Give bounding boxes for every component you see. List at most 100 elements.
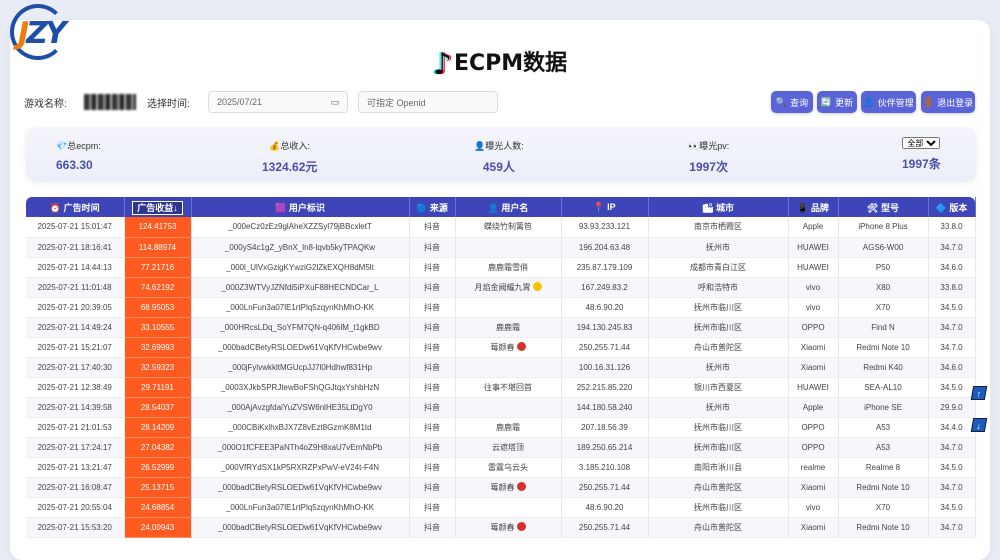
ad-revenue-value: 33.10555 xyxy=(140,322,175,332)
cell-ip: 194.130.245.83 xyxy=(561,317,649,338)
header-ad-time: ⏰ 广告时间 xyxy=(26,197,125,217)
openid-input[interactable]: 可指定 Openid xyxy=(358,91,498,113)
version-value: 34.5.0 xyxy=(940,382,963,392)
username-value: 云遮塔顶 xyxy=(492,442,524,452)
cell-ad-time: 2025-07-21 12:38:49 xyxy=(26,377,125,398)
city-value: 南京市栖霞区 xyxy=(694,222,742,232)
cell-brand: HUAWEI xyxy=(788,377,839,398)
cell-ad-revenue: 68.95053 xyxy=(124,297,192,318)
pv-value: 1997次 xyxy=(689,160,728,174)
logout-button[interactable]: 🚪 退出登录 xyxy=(921,91,975,113)
cell-username: 月焰金阙耀九霄 xyxy=(455,277,562,298)
calendar-icon[interactable]: ▭ xyxy=(330,96,339,107)
stat-income: 💰总收入: 1324.62元 xyxy=(262,139,317,175)
feedback-button-up[interactable]: ↑ xyxy=(970,386,988,400)
user-id-value: _000l_UlVxGzigKYwziG2lZkEXQH8dM5lt xyxy=(226,262,374,272)
cell-ip: 250.255.71.44 xyxy=(561,477,649,498)
cell-ip: 93.93.233.121 xyxy=(561,217,649,238)
query-button[interactable]: 🔍 查询 xyxy=(771,91,813,113)
strawberry-emoji-icon xyxy=(516,341,526,351)
header-label: 用户名 xyxy=(501,202,529,213)
feedback-button-down[interactable]: ↓ xyxy=(970,418,988,432)
cell-brand: vivo xyxy=(788,297,839,318)
source-value: 抖音 xyxy=(424,422,440,432)
cell-ip: 3.185.210.108 xyxy=(561,457,649,478)
ip-value: 250.255.71.44 xyxy=(578,482,631,492)
refresh-button[interactable]: 🔄 更新 xyxy=(817,91,857,113)
source-value: 抖音 xyxy=(424,462,440,472)
filter-select[interactable]: 全部 xyxy=(902,137,941,149)
cell-model: X70 xyxy=(838,297,929,318)
cell-version: 34.7.0 xyxy=(928,437,976,458)
user-id-value: _000O1fCFEE3PaNTh4oZ9H8xaU7vEmNbPb xyxy=(217,442,383,452)
income-label: 总收入: xyxy=(280,141,311,151)
cell-user-id: _000eCz0zEz9glAheXZZSyl79jBBcxletT xyxy=(191,217,410,238)
brand-value: realme xyxy=(800,462,826,472)
logout-label: 退出登录 xyxy=(937,97,974,108)
table-row: 2025-07-21 13:21:47 26.52999 _000VfRYdSX1k… xyxy=(26,457,976,478)
search-icon: 🔍 xyxy=(775,96,788,107)
table-row: 2025-07-21 20:55:04 24.68854 _000LnFun3a07… xyxy=(26,497,976,518)
stats-panel: 💎总ecpm: 663.30 💰总收入: 1324.62元 👤曝光人数: 459人 👀… xyxy=(26,127,976,181)
header-ad-revenue[interactable]: 广告收益↓ xyxy=(124,197,192,217)
ad-time-value: 2025-07-21 17:24:17 xyxy=(37,442,112,452)
cell-brand: OPPO xyxy=(788,317,839,338)
source-value: 抖音 xyxy=(424,242,440,252)
source-icon: 🔵 xyxy=(416,202,430,213)
partner-button[interactable]: 👤 伙伴管理 xyxy=(861,91,916,113)
date-input[interactable]: 2025/07/21 ▭ xyxy=(208,91,348,113)
header-label: 来源 xyxy=(429,202,448,213)
header-username: 👤 用户名 xyxy=(455,197,562,217)
header-model: 🛠 型号 xyxy=(838,197,929,217)
ip-value: 3.185.210.108 xyxy=(578,462,631,472)
cell-brand: vivo xyxy=(788,277,839,298)
cell-ad-time: 2025-07-21 17:24:17 xyxy=(26,437,125,458)
cell-ad-time: 2025-07-21 11:01:48 xyxy=(26,277,125,298)
ad-time-value: 2025-07-21 20:55:04 xyxy=(37,502,112,512)
cell-model: A53 xyxy=(838,417,929,438)
cell-city: 成都市青白江区 xyxy=(648,257,789,278)
header-source: 🔵 来源 xyxy=(409,197,456,217)
ad-revenue-value: 28.54037 xyxy=(140,402,175,412)
model-value: Find N xyxy=(871,322,895,332)
cell-brand: Xiaomi xyxy=(788,357,839,378)
source-value: 抖音 xyxy=(424,482,440,492)
cell-version: 34.7.0 xyxy=(928,317,976,338)
cell-ad-revenue: 32.69993 xyxy=(124,337,192,358)
ad-revenue-value: 124.41753 xyxy=(138,222,177,232)
table-row: 2025-07-21 15:53:20 24.00943 _000badCBetyR… xyxy=(26,517,976,538)
cell-city: 呼和浩特市 xyxy=(648,277,789,298)
cell-version: 34.6.0 xyxy=(928,257,976,278)
cell-model: P50 xyxy=(838,257,929,278)
brand-value: Apple xyxy=(802,222,824,232)
city-value: 银川市西夏区 xyxy=(694,382,742,392)
header-version: 🔷 版本 xyxy=(928,197,976,217)
cell-source: 抖音 xyxy=(409,257,456,278)
coin-icon: 💰 xyxy=(269,141,281,151)
version-value: 34.7.0 xyxy=(940,522,963,532)
coin-emoji-icon xyxy=(532,281,542,291)
ad-time-value: 2025-07-21 14:49:24 xyxy=(37,322,112,332)
username-value: 雷霆乌云头 xyxy=(488,462,528,472)
table-row: 2025-07-21 14:49:24 33.10555 _000HRcsLDq_S… xyxy=(26,317,976,338)
ad-revenue-value: 25.13715 xyxy=(140,482,175,492)
ad-revenue-value: 29.71191 xyxy=(141,382,174,392)
cell-brand: OPPO xyxy=(788,437,839,458)
version-value: 34.7.0 xyxy=(940,242,963,252)
model-icon: 🛠 xyxy=(867,202,881,213)
header-label: 版本 xyxy=(949,202,968,213)
cell-user-id: _000LnFun3a07lE1rtPlq5zqynKhMhO-KK xyxy=(191,297,410,318)
cell-user-id: _000badCBetyRSLOEDw61VqKfVHCwbe9wv xyxy=(191,517,410,538)
city-value: 舟山市普陀区 xyxy=(694,522,742,532)
cell-source: 抖音 xyxy=(409,337,456,358)
ip-value: 196.204.63.48 xyxy=(578,242,631,252)
model-value: Realme 8 xyxy=(865,462,901,472)
model-value: X70 xyxy=(875,302,891,312)
table-row: 2025-07-21 15:01:47 124.41753 _000eCz0zEz9… xyxy=(26,217,976,238)
ad-revenue-value: 24.68854 xyxy=(140,502,175,512)
cell-source: 抖音 xyxy=(409,277,456,298)
cell-source: 抖音 xyxy=(409,377,456,398)
user-id-value: _0003XJkbSPRJtewBoFShQGJtqxYshbHzN xyxy=(220,382,380,392)
pv-label: 曝光pv: xyxy=(699,141,730,151)
table-row: 2025-07-21 12:38:49 29.71191 _0003XJkbSPRJ… xyxy=(26,377,976,398)
